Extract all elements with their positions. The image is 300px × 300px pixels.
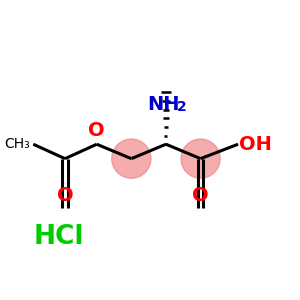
Text: O: O — [192, 186, 209, 205]
Text: HCl: HCl — [34, 224, 85, 250]
Text: O: O — [88, 121, 105, 140]
Text: CH₃: CH₃ — [5, 137, 30, 151]
Text: 2: 2 — [177, 100, 187, 113]
Circle shape — [112, 139, 151, 178]
Text: NH: NH — [147, 95, 179, 114]
Circle shape — [181, 139, 220, 178]
Text: OH: OH — [239, 135, 272, 154]
Text: O: O — [57, 186, 73, 205]
